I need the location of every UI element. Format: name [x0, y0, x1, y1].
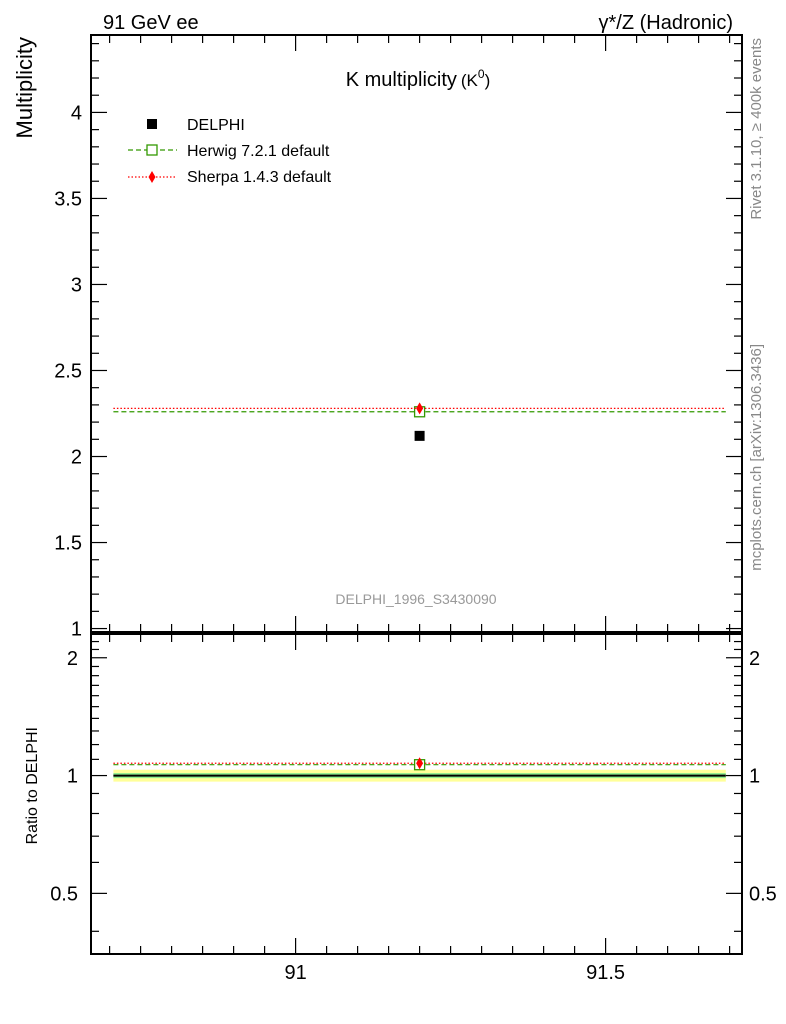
ratio-plot-frame: [90, 633, 743, 955]
legend-entry-sherpa: Sherpa 1.4.3 default: [128, 169, 332, 186]
main-ytick-label: 2: [71, 447, 82, 469]
main-plot-frame: [90, 34, 743, 633]
header-right: γ*/Z (Hadronic): [599, 12, 733, 34]
main-title: K multiplicity (K0): [346, 67, 491, 91]
xtick-label: 91.5: [586, 962, 625, 984]
ratio-ytick-label-right: 2: [749, 648, 760, 670]
legend-label-herwig: Herwig 7.2.1 default: [187, 143, 330, 160]
legend-marker-herwig: [146, 144, 158, 156]
ratio-ytick-label-right: 0.5: [749, 883, 777, 905]
header-left: 91 GeV ee: [103, 12, 199, 34]
main-ytick-label: 1: [71, 619, 82, 641]
ratio-bands: [113, 769, 726, 782]
tick-layer: 1 1.5 2 2.5 3 3.5 4 91 91.5 0.5 0.5 1 1 2 2: [50, 35, 777, 984]
legend: DELPHI Herwig 7.2.1 default Sherpa 1.4.3…: [128, 117, 332, 186]
ratio-ytick-label-right: 1: [749, 766, 760, 788]
main-ytick-label: 1.5: [54, 533, 82, 555]
analysis-watermark: DELPHI_1996_S3430090: [335, 591, 496, 607]
legend-label-delphi: DELPHI: [187, 117, 245, 134]
main-ytick-label: 2.5: [54, 360, 82, 382]
legend-entry-delphi: DELPHI: [147, 117, 245, 134]
main-ytick-label: 4: [71, 102, 82, 124]
legend-entry-herwig: Herwig 7.2.1 default: [128, 143, 330, 160]
ratio-ytick-label-left: 0.5: [50, 883, 78, 905]
legend-marker-sherpa: [148, 171, 156, 183]
legend-label-sherpa: Sherpa 1.4.3 default: [187, 169, 332, 186]
sherpa-marker: [416, 402, 424, 415]
rivet-label: Rivet 3.1.10, ≥ 400k events: [748, 38, 765, 220]
main-ytick-label: 3.5: [54, 188, 82, 210]
xtick-label: 91: [284, 962, 306, 984]
legend-marker-delphi: [147, 119, 157, 129]
main-ytick-label: 3: [71, 274, 82, 296]
ratio-ytick-label-left: 1: [67, 766, 78, 788]
ratio-ylabel: Ratio to DELPHI: [24, 727, 41, 844]
ratio-sherpa-marker: [416, 757, 424, 770]
mcplots-label: mcplots.cern.ch [arXiv:1306.3436]: [748, 344, 765, 571]
delphi-marker: [414, 430, 425, 441]
ratio-ytick-label-left: 2: [67, 648, 78, 670]
main-ylabel: Multiplicity: [12, 37, 37, 138]
series-layer: [113, 402, 726, 771]
